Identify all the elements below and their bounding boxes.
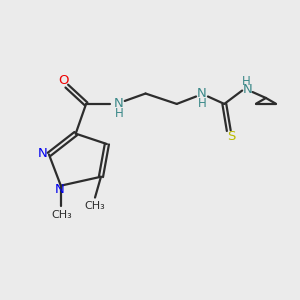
Text: N: N — [243, 82, 253, 96]
Text: N: N — [55, 183, 64, 196]
Text: N: N — [114, 98, 124, 110]
Text: CH₃: CH₃ — [51, 210, 72, 220]
Text: CH₃: CH₃ — [84, 202, 105, 212]
Text: S: S — [227, 130, 235, 143]
Text: N: N — [197, 87, 207, 100]
Text: H: H — [115, 107, 124, 120]
Text: H: H — [198, 97, 207, 110]
Text: O: O — [58, 74, 68, 87]
Text: N: N — [38, 147, 47, 161]
Text: H: H — [242, 74, 250, 88]
